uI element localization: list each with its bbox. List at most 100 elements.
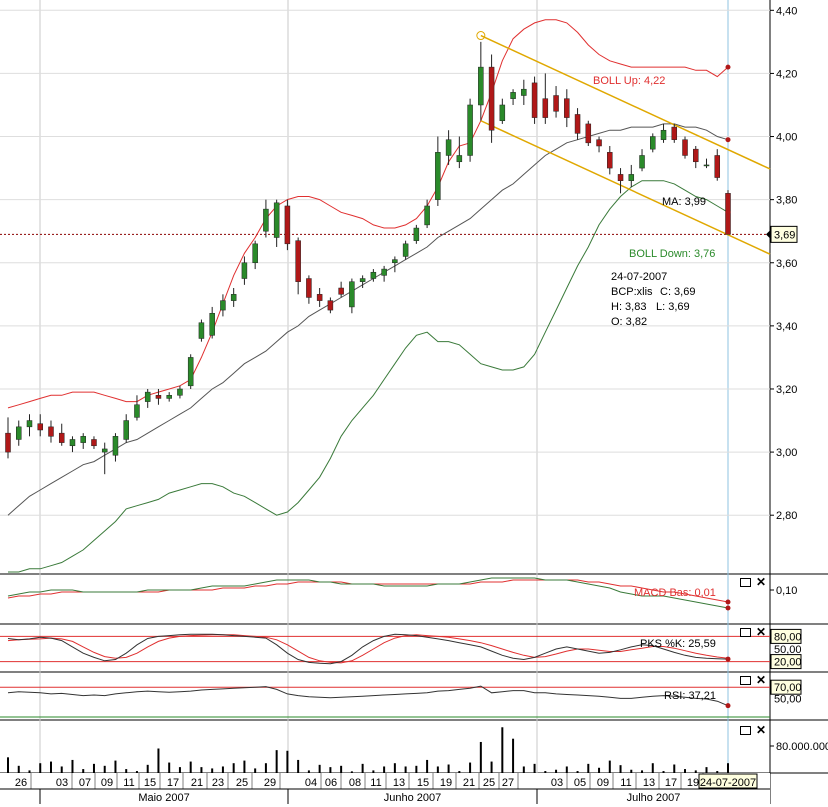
macd-end-dot — [725, 605, 731, 611]
x-tick-label: 09 — [597, 777, 609, 789]
candle-body — [101, 448, 108, 453]
indicator-end-dot — [725, 209, 731, 215]
candle-body — [392, 259, 398, 264]
x-tick-label: 26 — [15, 777, 27, 789]
ohlc-low: L: 3,69 — [656, 301, 690, 313]
panel-maximize-button[interactable] — [740, 578, 751, 587]
stoch-label: PKS %K: 25,59 — [640, 638, 716, 650]
candle-body — [134, 404, 140, 418]
candle-body — [177, 388, 183, 396]
candle-body — [693, 148, 699, 163]
stoch-tick-box — [770, 628, 802, 644]
stoch-tick-label: 50,00 — [774, 644, 802, 656]
candle-body — [714, 155, 721, 178]
volume-tick-label: 80.000.000 — [776, 741, 828, 753]
x-tick-label: 04 — [305, 777, 317, 789]
candle-body — [58, 432, 65, 443]
ma-label: MA: 3,99 — [662, 196, 706, 208]
x-tick-label: 15 — [144, 777, 156, 789]
panel-maximize-button[interactable] — [740, 628, 751, 637]
macd-line — [7, 577, 729, 609]
candle-body — [349, 281, 355, 308]
x-tick-label: 23 — [212, 777, 224, 789]
candle-body — [607, 152, 613, 169]
x-tick-label: 27 — [502, 777, 514, 789]
x-tick-label: 11 — [123, 777, 134, 789]
candle-body — [370, 271, 377, 279]
candle-body — [166, 395, 172, 399]
x-tick-label: 25 — [483, 777, 495, 789]
x-tick-label: 08 — [349, 777, 361, 789]
price-tick-label: 3,00 — [776, 447, 797, 459]
current-price-box — [770, 225, 798, 243]
macd-signal-line — [7, 579, 729, 603]
candle-body — [682, 139, 688, 156]
candle-body — [91, 439, 97, 447]
candle-body — [295, 240, 301, 282]
rsi-tick-label: 70,00 — [774, 682, 802, 694]
x-tick-label: 21 — [191, 777, 203, 789]
candle-body — [155, 395, 162, 399]
macd-tick-label: 0,10 — [776, 585, 797, 597]
panel-close-button[interactable]: ✕ — [756, 625, 767, 639]
x-cursor-date-box — [698, 773, 758, 789]
panel-close-button[interactable]: ✕ — [756, 723, 767, 737]
candle-body — [650, 136, 656, 150]
ohlc-close: C: 3,69 — [660, 286, 695, 298]
candle-body — [628, 174, 635, 181]
x-tick-label: 25 — [236, 777, 248, 789]
candle-body — [123, 420, 129, 440]
candle-body — [499, 104, 506, 122]
current-price-label: 3,69 — [774, 229, 795, 241]
channel-lower-line — [480, 120, 771, 255]
candle-body — [510, 92, 516, 99]
rsi-tick-label: 50,00 — [774, 693, 802, 705]
candle-body — [273, 202, 280, 238]
macd-end-dot — [725, 599, 731, 605]
boll-down-line — [8, 180, 729, 573]
rsi-end-dot — [725, 703, 731, 709]
candle-body — [478, 66, 484, 106]
candle-body — [402, 243, 409, 257]
stoch-tick-label: 20,00 — [774, 657, 802, 669]
price-tick-label: 3,80 — [776, 195, 797, 207]
price-tick-label: 3,40 — [776, 321, 797, 333]
panel-maximize-button[interactable] — [740, 676, 751, 685]
panel-close-button[interactable]: ✕ — [756, 673, 767, 687]
month-label: Julho 2007 — [627, 792, 681, 804]
panel-maximize-button[interactable] — [740, 726, 751, 735]
x-tick-label: 13 — [393, 777, 405, 789]
candle-body — [456, 155, 463, 163]
boll-down-label: BOLL Down: 3,76 — [629, 248, 715, 260]
x-tick-label: 21 — [463, 777, 475, 789]
price-tick-label: 2,80 — [776, 510, 797, 522]
candle-body — [488, 66, 495, 131]
x-tick-label: 03 — [551, 777, 563, 789]
panel-close-button[interactable]: ✕ — [756, 575, 767, 589]
candle-body — [542, 98, 549, 118]
candle-body — [413, 227, 420, 241]
candle-body — [230, 294, 237, 301]
price-tick-label: 3,60 — [776, 258, 797, 270]
candle-body — [37, 423, 43, 431]
candle-body — [209, 312, 215, 336]
candle-body — [327, 300, 334, 311]
candle-body — [316, 294, 323, 301]
month-label: Maio 2007 — [138, 792, 189, 804]
x-tick-label: 17 — [665, 777, 677, 789]
price-tick-label: 4,40 — [776, 5, 797, 17]
candle-body — [359, 278, 366, 282]
candle-body — [445, 139, 452, 156]
current-price-marker — [766, 230, 770, 239]
x-tick-label: 29 — [264, 777, 276, 789]
candle-body — [467, 104, 473, 156]
candle-body — [671, 126, 678, 140]
candle-body — [381, 268, 387, 276]
candle-body — [284, 205, 291, 245]
candle-body — [48, 426, 54, 437]
indicator-end-dot — [725, 64, 731, 70]
candle-body — [69, 439, 76, 447]
stoch-tick-label: 80,00 — [774, 631, 802, 643]
